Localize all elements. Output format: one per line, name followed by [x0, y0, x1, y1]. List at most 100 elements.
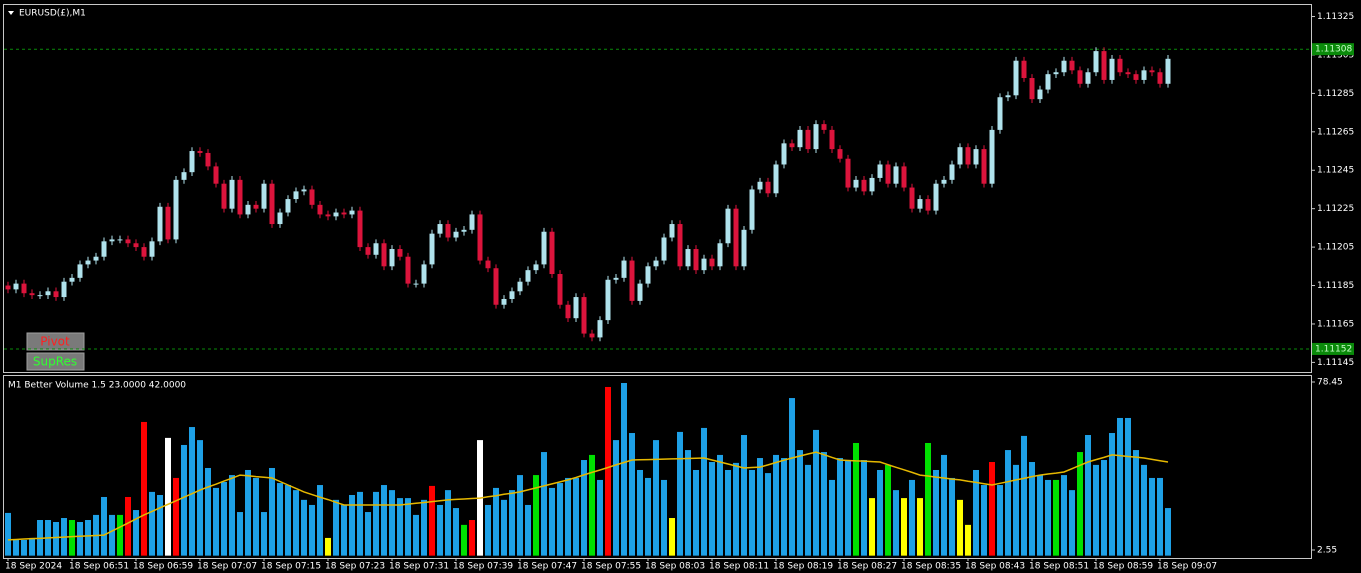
candle-body	[1149, 70, 1155, 73]
volume-bar	[525, 504, 531, 556]
volume-bar	[69, 520, 75, 556]
symbol-menu-arrow[interactable]	[8, 11, 14, 15]
candle-body	[789, 143, 795, 148]
volume-bar	[797, 450, 803, 556]
candle-body	[205, 152, 211, 167]
supres-button[interactable]: SupRes	[26, 352, 85, 371]
price-panel-frame	[3, 4, 1312, 373]
candle-body	[541, 231, 547, 265]
candle-body	[117, 239, 123, 241]
volume-bar	[1117, 417, 1123, 556]
candle-body	[965, 147, 971, 165]
volume-bar	[165, 437, 171, 556]
volume-bar	[469, 520, 475, 556]
volume-bar	[125, 496, 131, 556]
volume-bar	[429, 485, 435, 556]
button-label[interactable]: SupRes	[33, 355, 77, 369]
candle-body	[677, 224, 683, 267]
candle-body	[253, 204, 259, 209]
candle-body	[1117, 58, 1123, 73]
volume-bar	[701, 427, 707, 556]
level-label-box	[1312, 342, 1354, 355]
volume-bar	[565, 477, 571, 556]
y-tick-label: 2.55	[1317, 546, 1337, 556]
volume-bar	[965, 524, 971, 556]
level-label: 1.11152	[1315, 344, 1352, 354]
candle-body	[629, 260, 635, 301]
candle-body	[1045, 74, 1051, 90]
volume-bar	[757, 458, 763, 556]
volume-bar	[741, 435, 747, 556]
candle-body	[1021, 60, 1027, 79]
candle-body	[1141, 70, 1147, 80]
candle-body	[1061, 60, 1067, 73]
candle-body	[941, 179, 947, 184]
candle-body	[749, 189, 755, 230]
button-background[interactable]	[26, 352, 85, 371]
volume-bar	[893, 490, 899, 556]
volume-bar	[373, 491, 379, 556]
volume-bar	[1101, 460, 1107, 556]
volume-bar	[1141, 464, 1147, 556]
candle-body	[269, 183, 275, 225]
candle-body	[717, 243, 723, 267]
volume-bar	[861, 460, 867, 556]
candle-body	[141, 247, 147, 257]
button-label[interactable]: Pivot	[40, 335, 70, 349]
volume-bar	[413, 514, 419, 556]
volume-bar	[853, 442, 859, 556]
candle-body	[557, 274, 563, 305]
candle-body	[469, 214, 475, 230]
volume-bar	[661, 479, 667, 556]
volume-bar	[493, 487, 499, 556]
volume-bar	[773, 454, 779, 556]
volume-bar	[461, 524, 467, 556]
volume-bar	[501, 499, 507, 556]
volume-bar	[293, 490, 299, 556]
volume-bar	[981, 485, 987, 556]
volume-bar	[845, 460, 851, 556]
candle-body	[349, 210, 355, 215]
x-tick-label: 18 Sep 08:35	[901, 562, 961, 572]
candle-body	[613, 277, 619, 280]
candle-body	[597, 320, 603, 338]
volume-bar	[813, 429, 819, 556]
candle-body	[949, 164, 955, 180]
candle-body	[173, 179, 179, 240]
volume-bar	[101, 496, 107, 556]
volume-bar	[1125, 417, 1131, 556]
pivot-button[interactable]: Pivot	[26, 332, 85, 351]
candle-body	[5, 285, 11, 290]
candle-body	[333, 212, 339, 217]
volume-bar	[309, 504, 315, 556]
volume-bar	[205, 467, 211, 556]
button-background[interactable]	[26, 332, 85, 351]
candle-body	[1013, 60, 1019, 96]
volume-bar	[581, 460, 587, 556]
x-tick-label: 18 Sep 06:51	[69, 562, 129, 572]
volume-bar	[597, 479, 603, 556]
candle-body	[861, 179, 867, 192]
volume-bar	[685, 450, 691, 556]
candle-body	[805, 129, 811, 150]
volume-bar	[733, 462, 739, 556]
volume-bar	[1013, 464, 1019, 556]
candle-body	[1077, 70, 1083, 84]
candle-body	[1085, 72, 1091, 84]
candle-body	[1029, 78, 1035, 100]
candle-body	[301, 189, 307, 192]
volume-bar	[109, 514, 115, 556]
candle-body	[589, 333, 595, 338]
y-tick-label: 1.11305	[1317, 50, 1354, 60]
volume-bar	[85, 520, 91, 556]
candle-body	[533, 264, 539, 271]
volume-bar	[221, 481, 227, 556]
symbol-title: EURUSD(£),M1	[19, 9, 86, 19]
volume-bar	[277, 483, 283, 556]
volume-bar	[397, 498, 403, 556]
x-tick-label: 18 Sep 08:51	[1029, 562, 1089, 572]
volume-bar	[405, 498, 411, 556]
volume-bar	[901, 498, 907, 556]
candle-body	[445, 224, 451, 238]
candle-body	[885, 164, 891, 184]
